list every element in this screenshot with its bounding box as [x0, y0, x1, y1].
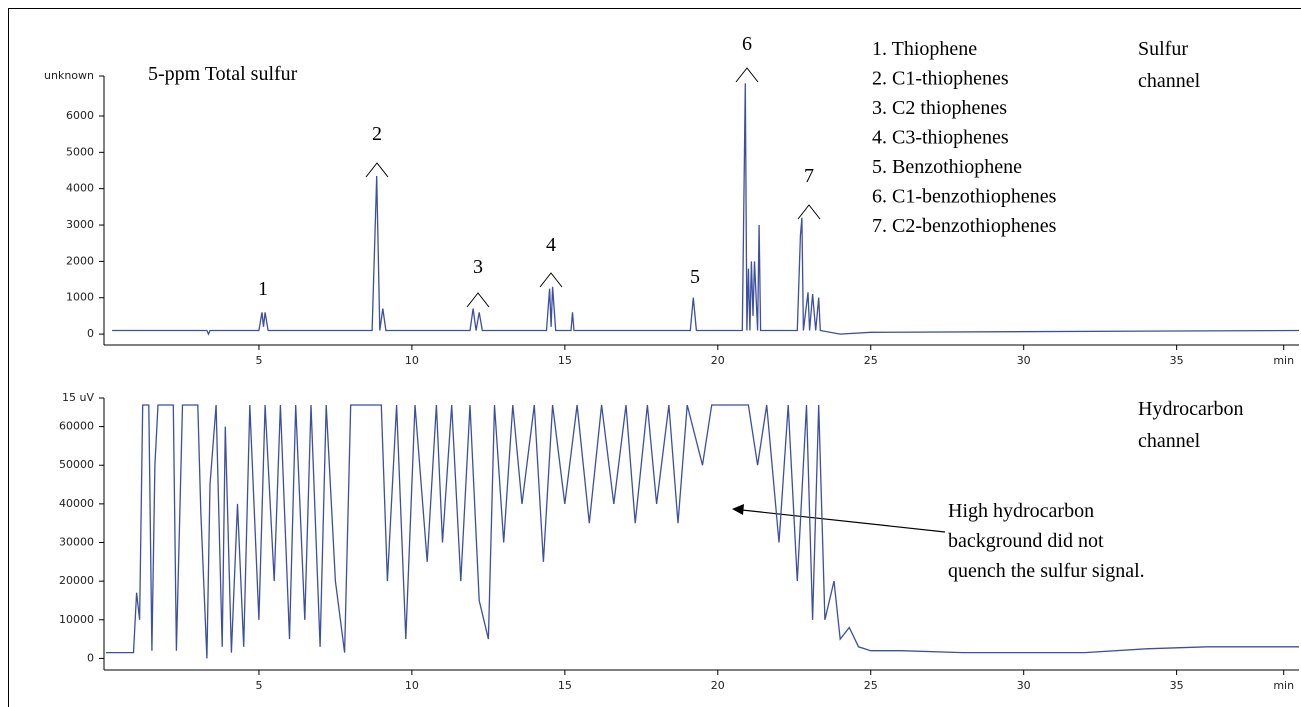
y-tick-label: 20000 [59, 574, 94, 587]
x-tick-label: 20 [711, 354, 725, 367]
y-tick-label: 5000 [66, 145, 94, 158]
annotation: background did not [948, 530, 1104, 552]
peak-caret [797, 204, 821, 220]
trace [112, 83, 1300, 336]
peak-label: 7 [804, 165, 814, 187]
peak-label: 6 [742, 33, 752, 55]
annotation-arrow [741, 509, 946, 533]
peak-caret [735, 67, 759, 83]
y-tick-label: unknown [44, 69, 94, 82]
frame [8, 8, 1301, 707]
y-tick-label: 0 [87, 327, 94, 340]
peak-label: 4 [546, 234, 556, 256]
x-tick-label: 25 [864, 679, 878, 692]
y-tick-label: 1000 [66, 291, 94, 304]
arrow-head [732, 504, 744, 515]
peak-label: 1 [258, 278, 268, 300]
y-tick-label: 4000 [66, 182, 94, 195]
chart-title: 5-ppm Total sulfur [148, 63, 298, 85]
y-tick-label: 40000 [59, 497, 94, 510]
peak-caret [539, 272, 563, 288]
y-tick-label: 2000 [66, 254, 94, 267]
x-tick-label: 30 [1017, 679, 1031, 692]
peak-label: 3 [473, 256, 483, 278]
x-tick-label: 35 [1170, 679, 1184, 692]
y-tick-label: 3000 [66, 218, 94, 231]
x-tick-label: min [1273, 354, 1294, 367]
peak-label: 5 [690, 266, 700, 288]
x-tick-label: 5 [255, 354, 262, 367]
x-tick-label: 15 [558, 354, 572, 367]
y-tick-label: 6000 [66, 109, 94, 122]
annotation: High hydrocarbon [948, 500, 1094, 522]
y-tick-label: 30000 [59, 536, 94, 549]
legend-item: 5. Benzothiophene [872, 156, 1022, 178]
legend-item: 6. C1-benzothiophenes [872, 186, 1057, 208]
channel-label: Hydrocarbon [1138, 398, 1244, 420]
legend-item: 7. C2-benzothiophenes [872, 215, 1057, 237]
channel-label: Sulfur [1138, 38, 1188, 60]
x-tick-label: 5 [255, 679, 262, 692]
legend-item: 1. Thiophene [872, 38, 977, 60]
x-tick-label: 15 [558, 679, 572, 692]
y-tick-label: 60000 [59, 420, 94, 433]
x-tick-label: 30 [1017, 354, 1031, 367]
x-tick-label: 10 [405, 679, 419, 692]
y-tick-label: 0 [87, 651, 94, 664]
y-tick-label: 10000 [59, 613, 94, 626]
legend-item: 4. C3-thiophenes [872, 127, 1009, 149]
y-tick-label: 50000 [59, 458, 94, 471]
x-tick-label: 35 [1170, 354, 1184, 367]
annotation: quench the sulfur signal. [948, 560, 1145, 582]
x-tick-label: 20 [711, 679, 725, 692]
x-tick-label: min [1273, 679, 1294, 692]
legend-item: 3. C2 thiophenes [872, 97, 1007, 119]
legend-item: 2. C1-thiophenes [872, 68, 1009, 90]
trace [106, 404, 1299, 659]
x-tick-label: 10 [405, 354, 419, 367]
peak-caret [365, 162, 389, 178]
peak-label: 2 [372, 123, 382, 145]
channel-label: channel [1138, 430, 1201, 452]
x-tick-label: 25 [864, 354, 878, 367]
peak-caret [466, 292, 490, 308]
channel-label: channel [1138, 70, 1201, 92]
y-tick-label: 15 uV [62, 391, 94, 404]
